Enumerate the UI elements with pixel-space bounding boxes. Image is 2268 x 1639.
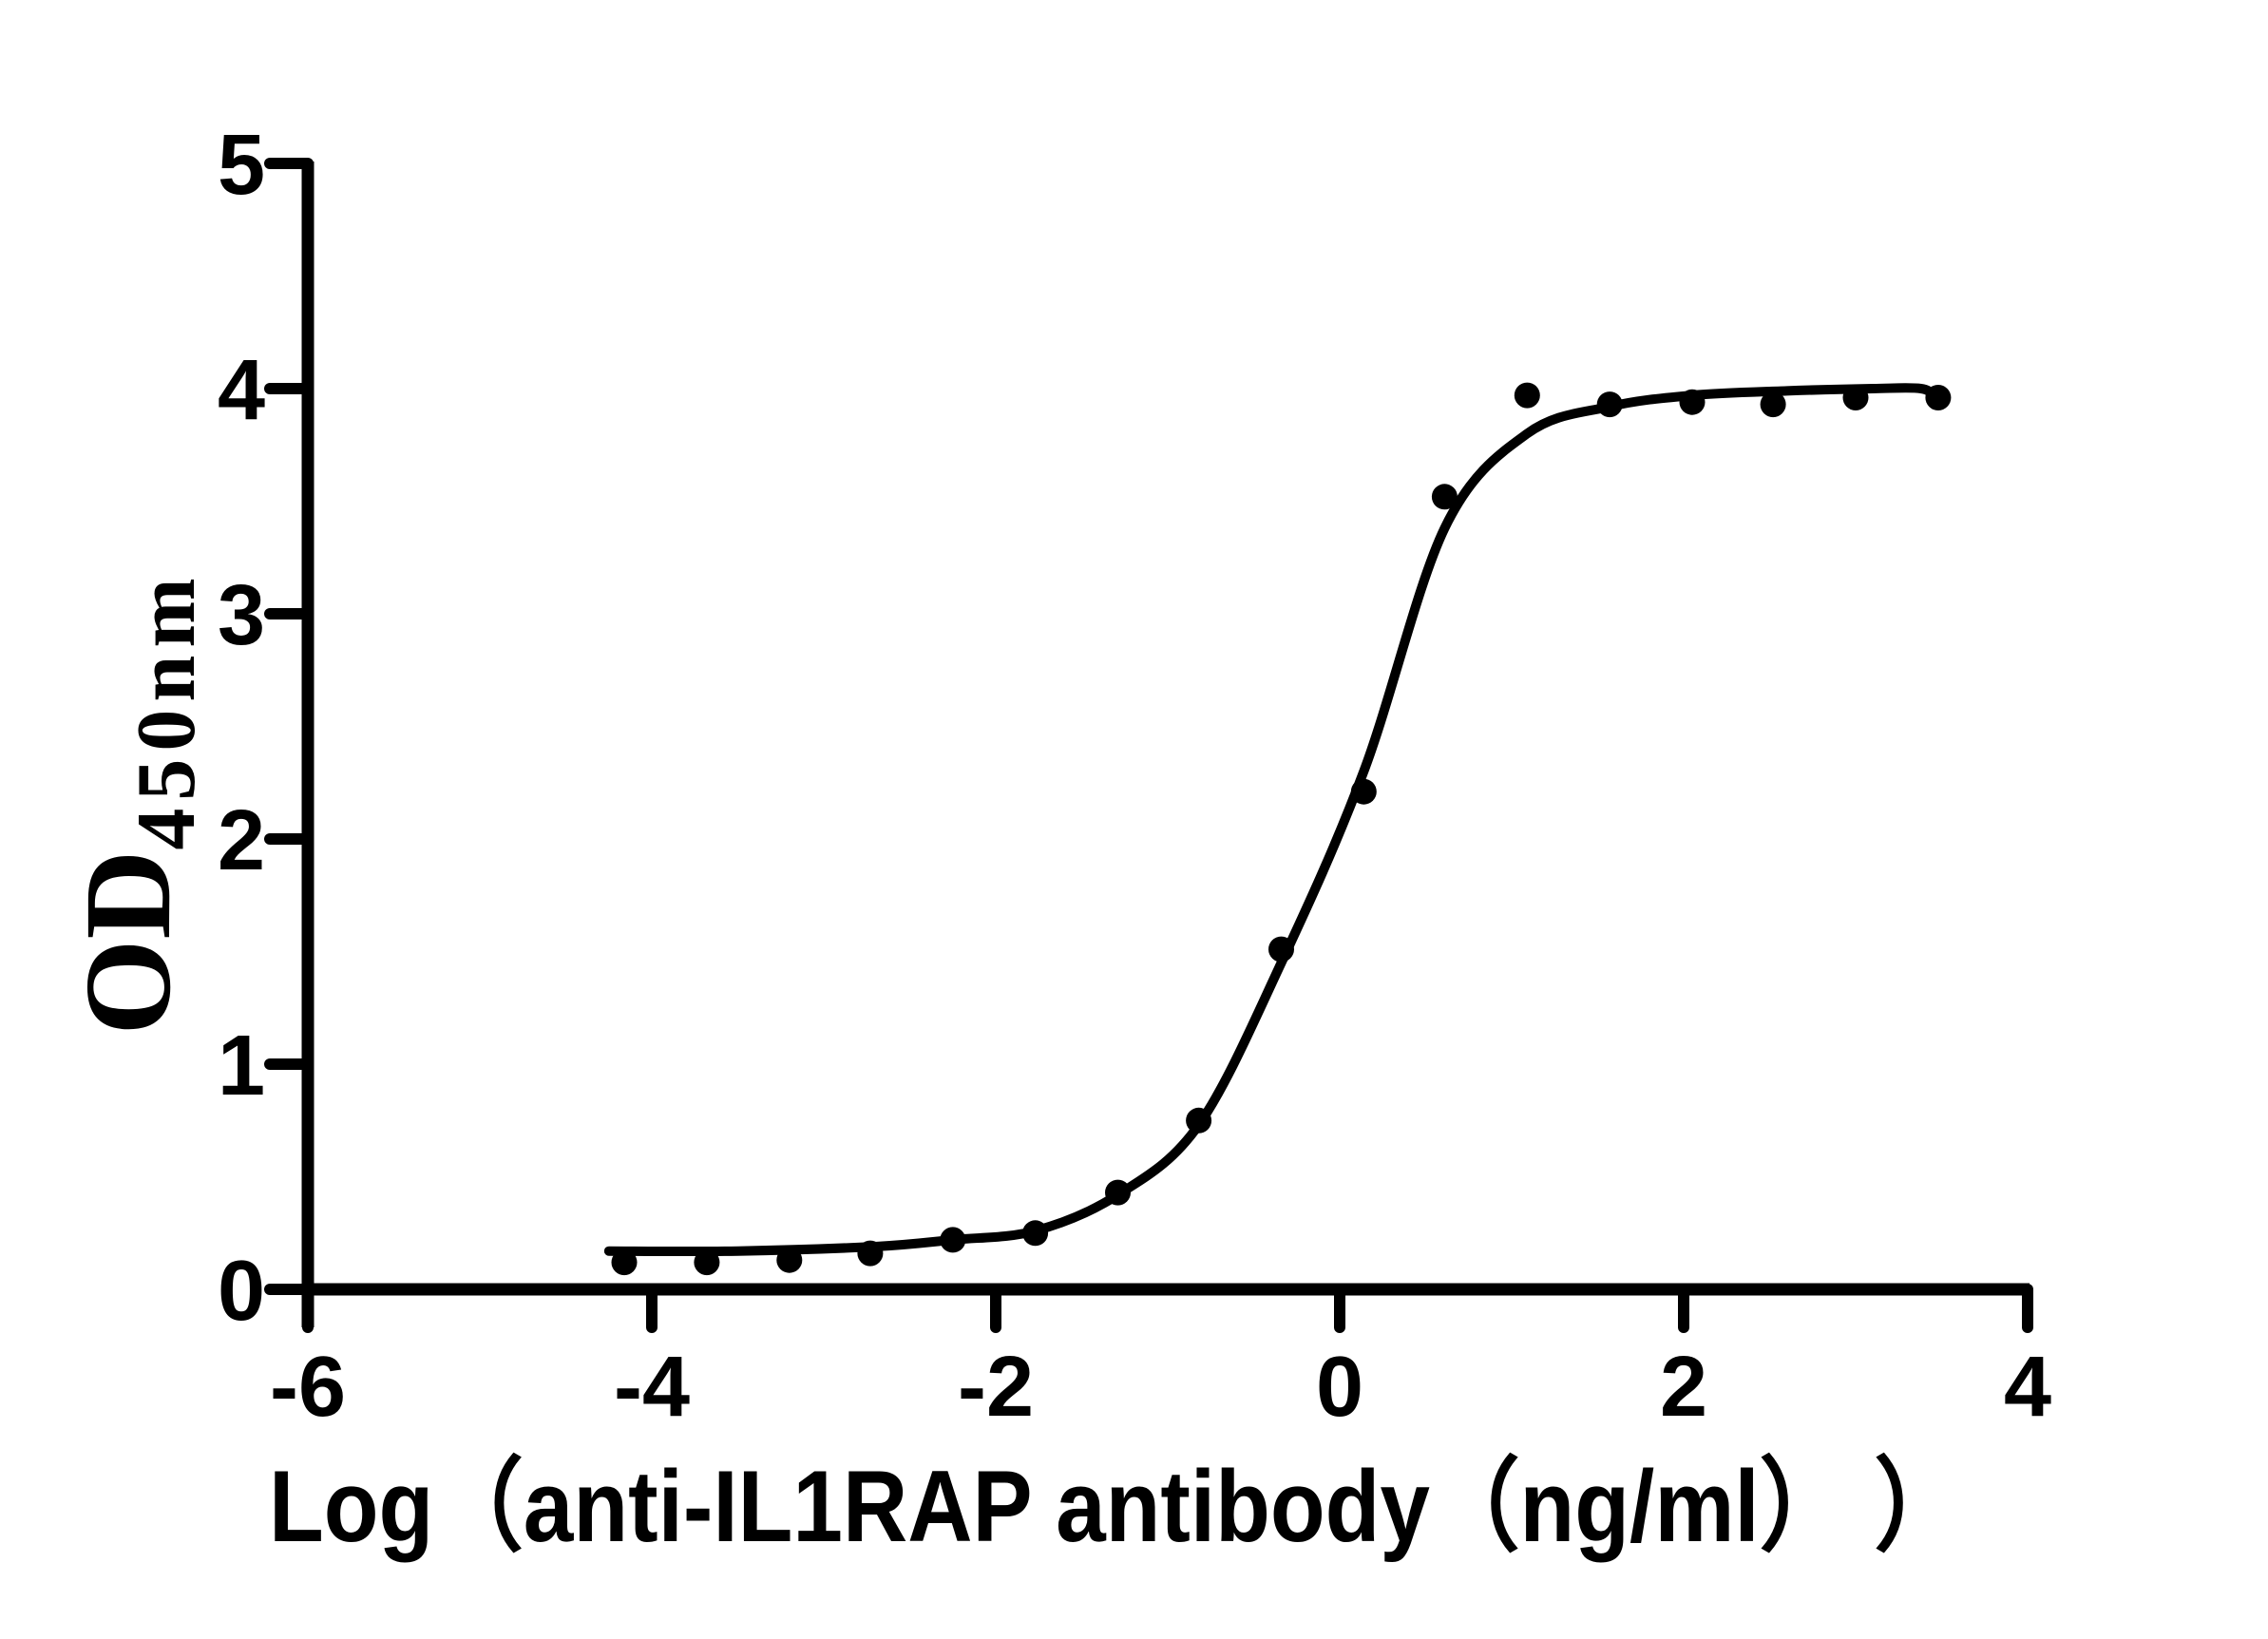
axes (264, 158, 2033, 1333)
y-tick-label: 0 (218, 1244, 265, 1339)
data-point (1431, 484, 1458, 510)
y-axis-title-main: OD (60, 850, 197, 1036)
data-point (1925, 385, 1952, 410)
data-points (611, 382, 1952, 1276)
x-tick-label: 2 (1660, 1340, 1707, 1435)
data-point (776, 1247, 803, 1273)
x-axis-title: Log（anti-IL1RAP antibody（ng/ml） ） (269, 1449, 1964, 1563)
data-point (1350, 778, 1377, 805)
x-tick-label: 0 (1316, 1340, 1363, 1435)
data-point (1760, 391, 1786, 418)
x-tick-labels: -6 -4 -2 0 2 4 (270, 1340, 2051, 1435)
y-tick-labels: 0 1 2 3 4 5 (218, 118, 265, 1339)
data-point (1186, 1107, 1212, 1134)
x-tick-label: 4 (2004, 1340, 2051, 1435)
data-point (1679, 389, 1706, 415)
y-tick-label: 1 (218, 1019, 265, 1114)
y-axis-title: OD450nm (60, 570, 213, 1035)
y-tick-label: 3 (218, 568, 265, 663)
data-point (1842, 385, 1869, 410)
data-point (1514, 382, 1540, 409)
y-tick-label: 4 (218, 343, 265, 438)
y-tick-label: 5 (218, 118, 265, 213)
data-point (940, 1227, 966, 1253)
data-point (1022, 1220, 1049, 1247)
y-axis-title-subscript: 450nm (121, 570, 213, 849)
y-tick-label: 2 (218, 793, 265, 888)
data-point (1596, 391, 1623, 418)
data-point (857, 1240, 884, 1267)
x-tick-label: -2 (958, 1340, 1034, 1435)
data-point (611, 1249, 638, 1276)
fit-curve (603, 383, 1942, 1257)
data-point (1268, 936, 1294, 962)
data-point (694, 1249, 720, 1276)
x-tick-label: -4 (614, 1340, 690, 1435)
x-tick-label: -6 (270, 1340, 346, 1435)
data-point (1105, 1179, 1131, 1206)
